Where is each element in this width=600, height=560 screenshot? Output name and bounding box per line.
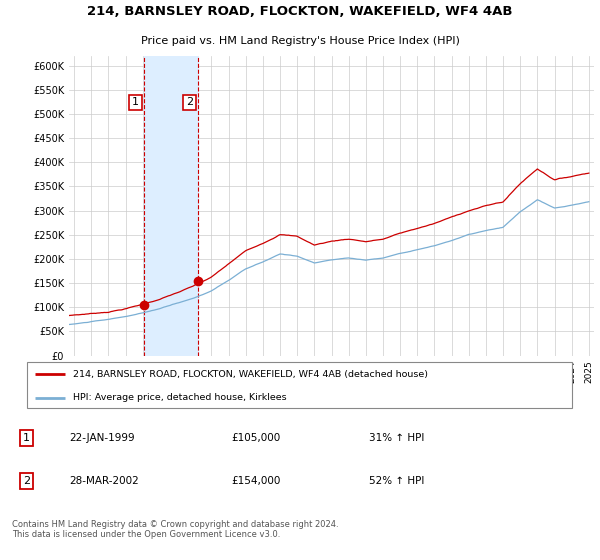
Text: 214, BARNSLEY ROAD, FLOCKTON, WAKEFIELD, WF4 4AB (detached house): 214, BARNSLEY ROAD, FLOCKTON, WAKEFIELD,… <box>73 370 428 379</box>
Text: 1: 1 <box>132 97 139 108</box>
Text: £105,000: £105,000 <box>231 433 280 443</box>
Text: Price paid vs. HM Land Registry's House Price Index (HPI): Price paid vs. HM Land Registry's House … <box>140 36 460 46</box>
Text: 214, BARNSLEY ROAD, FLOCKTON, WAKEFIELD, WF4 4AB: 214, BARNSLEY ROAD, FLOCKTON, WAKEFIELD,… <box>87 5 513 18</box>
Text: 22-JAN-1999: 22-JAN-1999 <box>70 433 135 443</box>
Text: 28-MAR-2002: 28-MAR-2002 <box>70 477 139 487</box>
FancyBboxPatch shape <box>27 362 572 408</box>
Text: 31% ↑ HPI: 31% ↑ HPI <box>369 433 424 443</box>
Text: Contains HM Land Registry data © Crown copyright and database right 2024.
This d: Contains HM Land Registry data © Crown c… <box>12 520 338 539</box>
Text: 2: 2 <box>23 477 30 487</box>
Bar <box>144 56 199 356</box>
Text: 52% ↑ HPI: 52% ↑ HPI <box>369 477 424 487</box>
Text: 2: 2 <box>186 97 193 108</box>
Text: £154,000: £154,000 <box>231 477 280 487</box>
Text: 1: 1 <box>23 433 30 443</box>
Text: HPI: Average price, detached house, Kirklees: HPI: Average price, detached house, Kirk… <box>73 393 286 402</box>
